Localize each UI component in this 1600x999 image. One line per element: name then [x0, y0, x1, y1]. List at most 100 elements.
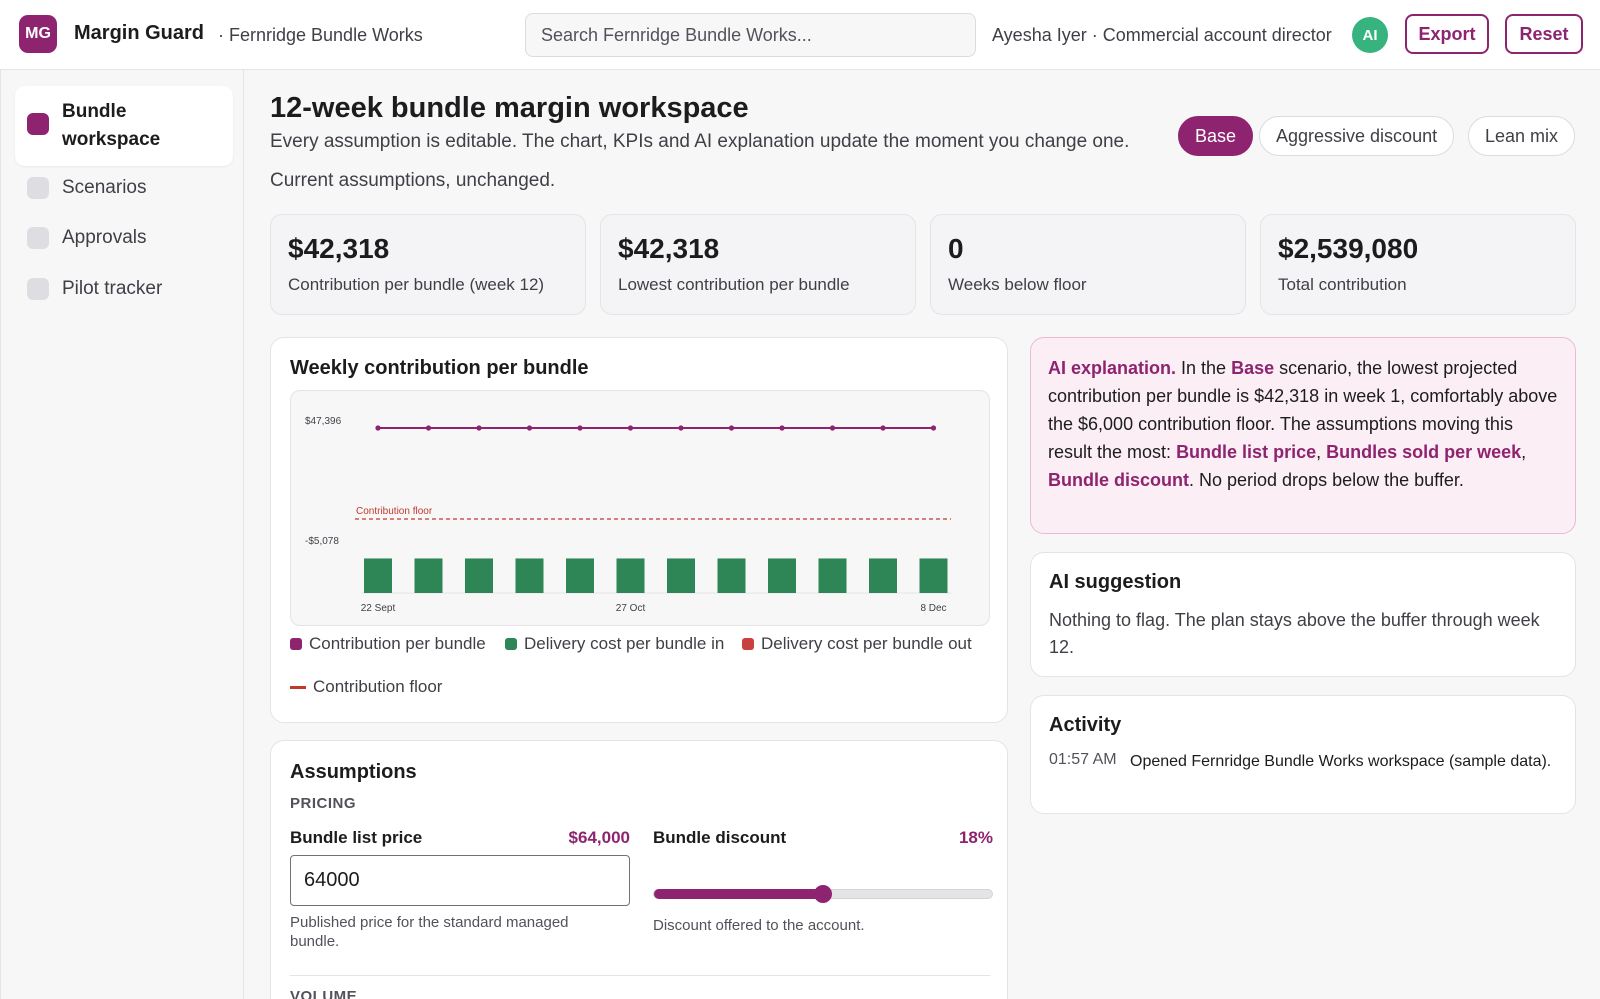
sidebar-item-bundle-workspace[interactable]: Bundle workspace: [15, 86, 233, 166]
point-contribution: [728, 425, 735, 431]
kpi-card-weeks-below-floor: 0 Weeks below floor: [930, 214, 1246, 315]
ai-driver-1: Bundle list price: [1176, 442, 1317, 462]
legend-line: [290, 685, 306, 689]
sidebar-item-label: Scenarios: [62, 177, 147, 198]
activity-card: Activity 01:57 AM Opened Fernridge Bundl…: [1030, 695, 1576, 814]
reset-button[interactable]: Reset: [1505, 14, 1583, 54]
avatar[interactable]: AI: [1352, 17, 1388, 53]
sidebar-item-label: Approvals: [62, 227, 147, 248]
ai-suggestion-card: AI suggestion Nothing to flag. The plan …: [1030, 552, 1576, 677]
point-contribution: [476, 425, 482, 431]
nav-dot-icon: [27, 278, 49, 300]
point-contribution: [829, 425, 836, 431]
kpi-label: Lowest contribution per bundle: [618, 275, 850, 294]
legend-label: Contribution per bundle: [309, 634, 486, 653]
list-price-help: Published price for the standard managed…: [290, 914, 569, 950]
bar-delivery-in: [566, 558, 594, 593]
discount-slider-thumb[interactable]: [814, 885, 832, 903]
bar-delivery-in: [465, 558, 493, 593]
point-contribution: [930, 425, 937, 431]
chart-title: Weekly contribution per bundle: [290, 357, 589, 379]
ai-explanation-prefix: AI explanation.: [1048, 358, 1177, 378]
sidebar-item-label: Pilot tracker: [62, 278, 163, 299]
kpi-card-lowest-contribution: $42,318 Lowest contribution per bundle: [600, 214, 916, 315]
legend-item-delivery-in: Delivery cost per bundle in: [505, 634, 724, 654]
bar-delivery-in: [818, 558, 847, 593]
bar-delivery-in: [768, 558, 796, 593]
assumptions-title: Assumptions: [290, 761, 417, 783]
point-contribution: [375, 425, 381, 431]
bar-delivery-in: [717, 558, 746, 593]
ai-driver-3: Bundle discount: [1048, 470, 1189, 490]
ai-text-part: scenario, the lowest projected contribut…: [1048, 358, 1558, 462]
sidebar-item-approvals[interactable]: Approvals: [15, 224, 233, 252]
list-price-label: Bundle list price: [290, 828, 423, 847]
page-title: 12-week bundle margin workspace: [270, 92, 749, 124]
floor-label: Contribution floor: [356, 506, 433, 517]
ai-text-part: In the: [1176, 358, 1232, 378]
x-tick-label: 8 Dec: [920, 603, 946, 614]
bar-delivery-in: [414, 558, 443, 593]
sidebar-item-pilot-tracker[interactable]: Pilot tracker: [15, 275, 233, 303]
legend-label: Contribution floor: [313, 677, 443, 696]
scenario-aggressive-discount-button[interactable]: Aggressive discount: [1259, 116, 1455, 156]
x-tick-label: 27 Oct: [616, 603, 646, 614]
legend-item-contribution: Contribution per bundle: [290, 634, 486, 654]
discount-slider[interactable]: [653, 885, 993, 903]
scenario-base-button[interactable]: Base: [1178, 116, 1254, 156]
legend-swatch: [290, 638, 302, 650]
kpi-label: Contribution per bundle (week 12): [288, 275, 545, 294]
nav-dot-icon: [27, 177, 49, 199]
bar-delivery-in: [616, 558, 645, 593]
kpi-value: $2,539,080: [1278, 233, 1419, 264]
bar-delivery-in: [869, 558, 897, 593]
suggestion-text: Nothing to flag. The plan stays above th…: [1049, 610, 1540, 657]
ai-text-part: ,: [1521, 442, 1527, 462]
search-input[interactable]: [525, 13, 976, 57]
sidebar: Bundle workspace Scenarios Approvals Pil…: [0, 70, 244, 999]
ai-text-part: . No period drops below the buffer.: [1189, 470, 1464, 490]
org-name: · Fernridge Bundle Works: [218, 25, 423, 45]
kpi-card-contribution-week12: $42,318 Contribution per bundle (week 12…: [270, 214, 586, 315]
discount-display: 18%: [958, 828, 993, 847]
kpi-value: 0: [948, 233, 964, 264]
discount-help: Discount offered to the account.: [653, 917, 865, 934]
y-tick-label: -$5,078: [305, 536, 339, 547]
status-text: Current assumptions, unchanged.: [270, 170, 556, 191]
chart-svg: $47,396 -$5,078 Contribution floor 22 Sept 2…: [305, 416, 951, 614]
kpi-value: $42,318: [288, 233, 390, 264]
kpi-card-total-contribution: $2,539,080 Total contribution: [1260, 214, 1576, 315]
legend-swatch: [742, 638, 754, 650]
list-price-input[interactable]: [290, 855, 630, 906]
page-subtitle: Every assumption is editable. The chart,…: [270, 131, 1130, 152]
point-contribution: [526, 425, 533, 431]
bar-delivery-in: [364, 558, 392, 593]
point-contribution: [577, 425, 583, 431]
user-name: Ayesha Iyer · Commercial account directo…: [992, 25, 1332, 45]
app-logo: MG: [19, 15, 57, 53]
top-bar: MG Margin Guard · Fernridge Bundle Works…: [0, 0, 1600, 70]
ai-scenario-name: Base: [1231, 358, 1275, 378]
point-contribution: [678, 425, 684, 431]
kpi-label: Total contribution: [1278, 275, 1407, 294]
list-price-display: $64,000: [568, 828, 630, 847]
chart-card: Weekly contribution per bundle $47,396 -$…: [270, 337, 1008, 723]
legend-swatch: [505, 638, 517, 650]
nav-dot-icon: [27, 227, 49, 249]
point-contribution: [627, 425, 634, 431]
activity-text: Opened Fernridge Bundle Works workspace …: [1130, 753, 1552, 770]
ai-explanation-text: AI explanation. In the Base scenario, th…: [1048, 354, 1560, 494]
x-tick-label: 22 Sept: [361, 603, 396, 614]
discount-label: Bundle discount: [653, 828, 787, 847]
pricing-section-label: PRICING: [290, 795, 357, 812]
legend-label: Delivery cost per bundle out: [761, 634, 972, 653]
export-button[interactable]: Export: [1405, 14, 1489, 54]
section-divider: [290, 975, 990, 976]
sidebar-item-scenarios[interactable]: Scenarios: [15, 174, 233, 202]
discount-slider-fill: [654, 889, 823, 899]
point-contribution: [425, 425, 432, 431]
ai-driver-2: Bundles sold per week: [1326, 442, 1522, 462]
chart-plot: $47,396 -$5,078 Contribution floor 22 Sept 2…: [290, 390, 990, 626]
scenario-lean-mix-button[interactable]: Lean mix: [1468, 116, 1576, 156]
bar-delivery-in: [515, 558, 544, 593]
